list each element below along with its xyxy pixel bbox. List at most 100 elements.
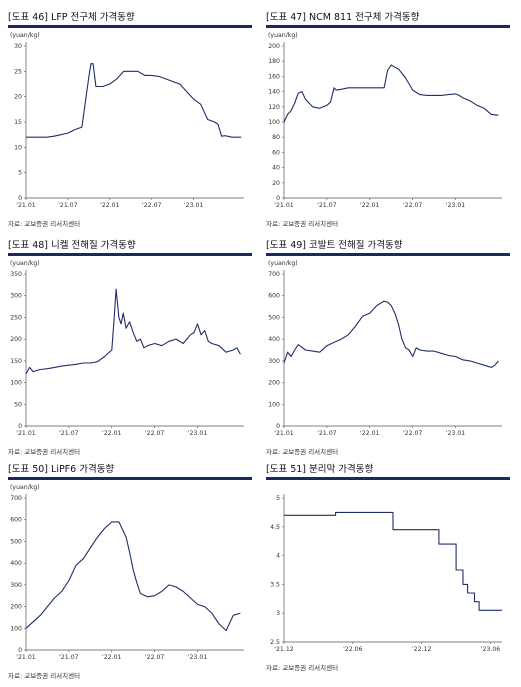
x-tick-label: '22.01: [102, 430, 121, 437]
chart-panel: [도표 46] LFP 전구체 가격동향 (yuan/kg) 0 5 10 15 20 25 3…: [8, 10, 252, 232]
unit-label: (yuan/kg): [268, 32, 298, 39]
y-tick-label: 150: [10, 358, 22, 365]
chart-plot: (yuan/kg) 0 50 100 150 200 250 300 350 '21.01 '21.…: [10, 260, 244, 437]
title-rule: [266, 25, 510, 28]
y-tick-label: 500: [10, 538, 22, 545]
y-tick-label: 100: [10, 625, 22, 632]
x-tick-label: '22.12: [412, 646, 431, 653]
x-tick-label: '22.01: [100, 202, 119, 209]
y-tick-label: 300: [268, 358, 280, 365]
y-tick-label: 200: [10, 604, 22, 611]
x-tick-label: '23.01: [188, 430, 207, 437]
chart-title: [도표 46] LFP 전구체 가격동향: [8, 12, 135, 23]
title-rule: [8, 253, 252, 256]
y-tick-label: 5: [18, 170, 22, 177]
chart-title: [도표 50] LiPF6 가격동향: [8, 464, 115, 475]
y-tick-label: 350: [10, 271, 22, 278]
x-tick-label: '22.06: [343, 646, 362, 653]
y-tick-label: 0: [276, 423, 280, 430]
y-tick-label: 400: [10, 560, 22, 567]
x-tick-label: '23.01: [446, 430, 465, 437]
y-tick-label: 4: [276, 553, 280, 560]
y-tick-label: 25: [14, 68, 22, 75]
y-tick-label: 60: [272, 149, 280, 156]
y-tick-label: 4.5: [270, 524, 280, 531]
source-note: 자료: 교보증권 리서치센터: [8, 448, 81, 456]
y-tick-label: 30: [14, 43, 22, 50]
source-note: 자료: 교보증권 리서치센터: [266, 220, 339, 228]
y-tick-label: 160: [268, 73, 280, 80]
y-tick-label: 180: [268, 58, 280, 65]
x-tick-label: '22.07: [145, 430, 164, 437]
x-tick-label: '21.01: [16, 654, 35, 661]
chart-plot: (yuan/kg) 0 5 10 15 20 25 30 '21.01 '21.07 '22.01 '…: [10, 32, 244, 209]
series-line: [25, 288, 241, 375]
unit-label: (yuan/kg): [10, 260, 40, 267]
x-tick-label: '21.01: [16, 202, 35, 209]
x-tick-label: '21.12: [274, 646, 293, 653]
y-tick-label: 20: [14, 94, 22, 101]
y-tick-label: 100: [268, 401, 280, 408]
y-tick-label: 40: [272, 165, 280, 172]
x-tick-label: '21.01: [16, 430, 35, 437]
unit-label: (yuan/kg): [10, 484, 40, 491]
x-tick-label: '21.01: [274, 202, 293, 209]
x-tick-label: '21.07: [317, 202, 336, 209]
x-tick-label: '22.07: [403, 202, 422, 209]
chart-title: [도표 49] 코발트 전해질 가격동향: [266, 240, 403, 251]
x-tick-label: '22.01: [102, 654, 121, 661]
y-tick-label: 400: [268, 336, 280, 343]
chart-panel: [도표 48] 니켈 전해질 가격동향 (yuan/kg) 0 50 100 150 200…: [8, 238, 252, 460]
series-line: [283, 64, 499, 123]
source-note: 자료: 교보증권 리서치센터: [266, 448, 339, 456]
x-tick-label: '23.06: [481, 646, 500, 653]
y-tick-label: 250: [10, 314, 22, 321]
x-tick-label: '23.01: [188, 654, 207, 661]
x-tick-label: '22.01: [360, 430, 379, 437]
x-tick-label: '21.07: [58, 202, 77, 209]
chart-plot: (yuan/kg) 0 100 200 300 400 500 600 700 '21.01 '21…: [10, 484, 244, 661]
y-tick-label: 10: [14, 144, 22, 151]
y-tick-label: 700: [268, 271, 280, 278]
unit-label: (yuan/kg): [10, 32, 40, 39]
title-rule: [8, 25, 252, 28]
y-tick-label: 120: [268, 104, 280, 111]
x-tick-label: '22.07: [142, 202, 161, 209]
y-tick-label: 50: [14, 401, 22, 408]
y-tick-label: 0: [18, 423, 22, 430]
y-tick-label: 100: [268, 119, 280, 126]
y-tick-label: 300: [10, 582, 22, 589]
chart-panel: [도표 49] 코발트 전해질 가격동향 (yuan/kg) 0 100 200 300 4…: [266, 238, 510, 460]
y-tick-label: 100: [10, 380, 22, 387]
series-line: [26, 63, 242, 138]
title-rule: [266, 253, 510, 256]
y-tick-label: 3: [276, 610, 280, 617]
chart-title: [도표 51] 분리막 가격동향: [266, 464, 374, 475]
chart-panel: [도표 47] NCM 811 전구체 가격동향 (yuan/kg) 0 20 40 60…: [266, 10, 510, 232]
y-tick-label: 0: [18, 647, 22, 654]
y-tick-label: 140: [268, 89, 280, 96]
source-note: 자료: 교보증권 리서치센터: [8, 220, 81, 228]
chart-title: [도표 47] NCM 811 전구체 가격동향: [266, 12, 420, 23]
y-tick-label: 600: [268, 293, 280, 300]
chart-panel: [도표 50] LiPF6 가격동향 (yuan/kg) 0 100 200 300 400…: [8, 462, 252, 684]
x-tick-label: '21.07: [59, 654, 78, 661]
y-tick-label: 500: [268, 314, 280, 321]
x-tick-label: '21.07: [59, 430, 78, 437]
source-note: 자료: 교보증권 리서치센터: [266, 664, 339, 672]
y-tick-label: 700: [10, 495, 22, 502]
chart-plot: 2.5 3 3.5 4 4.5 5 '21.12 '22.06 '22.12 '23.06: [270, 494, 502, 653]
y-tick-label: 15: [14, 119, 22, 126]
y-tick-label: 0: [276, 195, 280, 202]
x-tick-label: '23.01: [184, 202, 203, 209]
chart-plot: (yuan/kg) 0 100 200 300 400 500 600 700 '21.01 '21…: [268, 260, 502, 437]
y-tick-label: 80: [272, 134, 280, 141]
title-rule: [266, 477, 510, 480]
x-tick-label: '21.01: [274, 430, 293, 437]
x-tick-label: '23.01: [446, 202, 465, 209]
y-tick-label: 5: [276, 495, 280, 502]
series-line: [283, 300, 499, 368]
x-tick-label: '21.07: [317, 430, 336, 437]
x-tick-label: '22.07: [403, 430, 422, 437]
x-tick-label: '22.01: [360, 202, 379, 209]
